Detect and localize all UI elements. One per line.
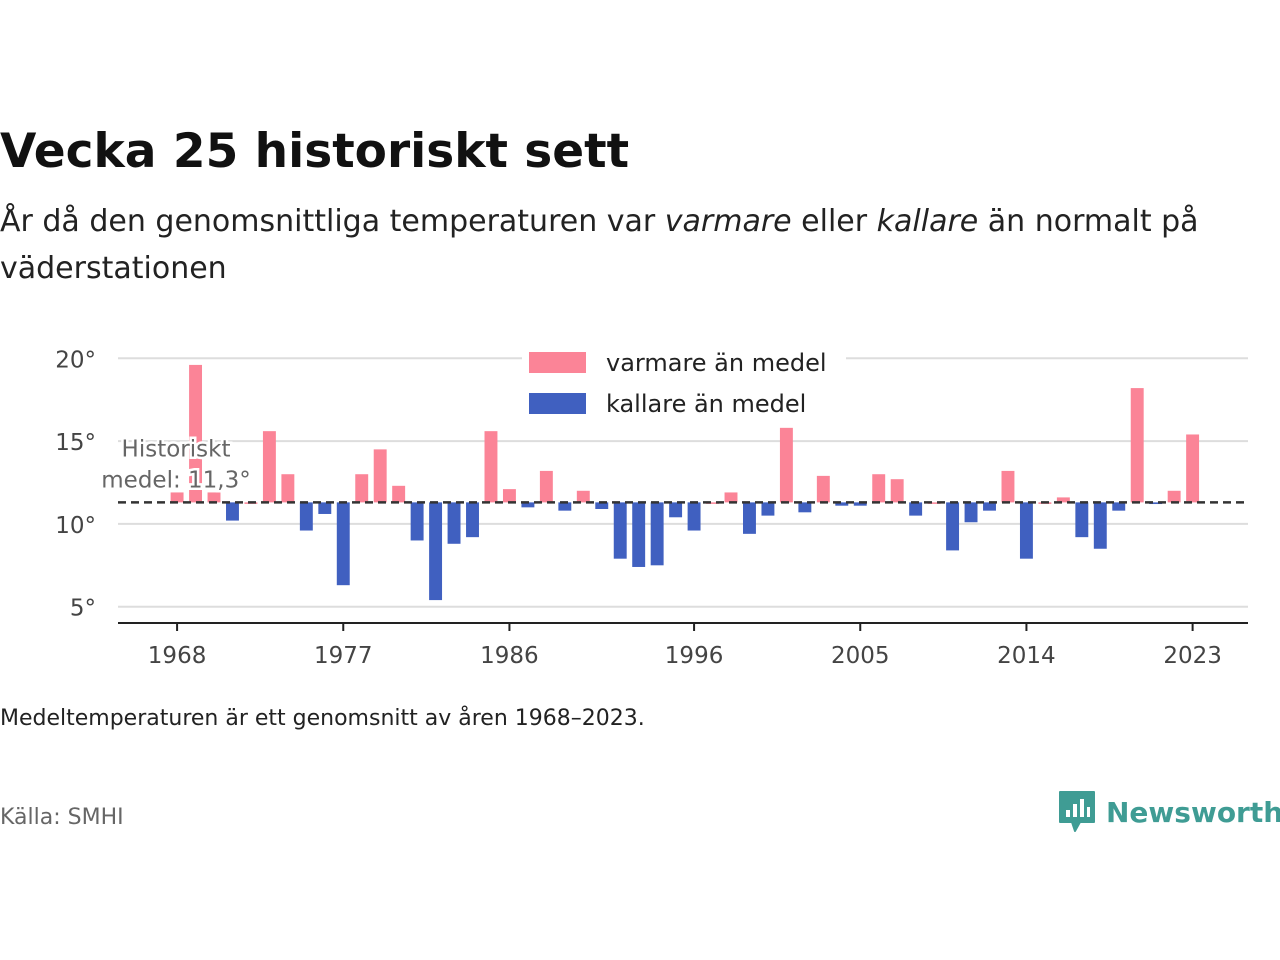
x-tick-label: 1968 bbox=[148, 643, 207, 669]
newsworthy-logo-icon bbox=[1059, 791, 1095, 832]
bar-colder bbox=[521, 502, 535, 508]
bar-colder bbox=[687, 502, 701, 531]
bar-warmer bbox=[539, 470, 553, 503]
bar-warmer bbox=[207, 492, 221, 503]
subtitle-emphasis-warmer: varmare bbox=[664, 204, 792, 239]
legend-label-colder: kallare än medel bbox=[606, 390, 806, 418]
mean-label-line2: medel: 11,3° bbox=[101, 467, 250, 493]
y-tick-label: 5° bbox=[70, 596, 96, 622]
bar-colder bbox=[669, 502, 683, 518]
y-tick-label: 10° bbox=[55, 513, 96, 539]
bar-warmer bbox=[170, 492, 184, 503]
subtitle-part1: År då den genomsnittliga temperaturen va… bbox=[0, 204, 665, 239]
brand-name: Newsworthy bbox=[1106, 795, 1280, 829]
bar-warmer bbox=[1186, 434, 1200, 503]
legend-swatch-warmer bbox=[529, 352, 586, 373]
bar-colder bbox=[429, 502, 443, 601]
bar-warmer bbox=[816, 475, 830, 503]
bar-warmer bbox=[502, 489, 516, 503]
bar-colder bbox=[761, 502, 775, 516]
x-tick-label: 1986 bbox=[480, 643, 539, 669]
bar-warmer bbox=[779, 427, 793, 503]
x-tick-label: 1996 bbox=[665, 643, 724, 669]
bar-warmer bbox=[576, 490, 590, 503]
bar-colder bbox=[226, 502, 239, 521]
bar-colder bbox=[447, 502, 461, 544]
bar-warmer bbox=[1130, 388, 1144, 503]
x-tick-label: 2023 bbox=[1163, 643, 1222, 669]
legend-label-warmer: varmare än medel bbox=[606, 349, 827, 377]
mean-reference: Historiskt medel: 11,3° bbox=[99, 434, 1248, 504]
bar-colder bbox=[909, 502, 923, 516]
bar-colder bbox=[466, 502, 479, 538]
bar-colder bbox=[964, 502, 978, 523]
temperature-bar-chart: 5° 10° 15° 20° 1968 1977 1986 1996 2005 2014 2023… bbox=[55, 346, 1248, 669]
bar-warmer bbox=[1001, 470, 1015, 503]
subtitle-part2: eller bbox=[791, 204, 877, 239]
bar-warmer bbox=[724, 492, 738, 503]
bar-colder bbox=[798, 502, 812, 513]
x-tick-label: 1977 bbox=[314, 643, 373, 669]
bar-warmer bbox=[281, 474, 295, 503]
brand-logo[interactable]: Newsworthy bbox=[1058, 790, 1280, 834]
bar-colder bbox=[835, 502, 849, 506]
page-title: Vecka 25 historiskt sett bbox=[0, 124, 630, 179]
bar-colder bbox=[318, 502, 332, 514]
bar-warmer bbox=[355, 474, 369, 503]
legend-swatch-colder bbox=[529, 393, 586, 414]
bar-colder bbox=[1019, 502, 1033, 559]
y-tick-label: 15° bbox=[55, 430, 96, 456]
bar-colder bbox=[613, 502, 627, 559]
bar-colder bbox=[946, 502, 960, 551]
bar-warmer bbox=[484, 431, 498, 503]
bar-colder bbox=[558, 502, 572, 511]
bar-warmer bbox=[872, 474, 886, 503]
bar-warmer bbox=[706, 502, 720, 504]
subtitle-part3: än normalt på väderstationen bbox=[0, 204, 1199, 286]
bar-colder bbox=[1093, 502, 1107, 549]
subtitle-emphasis-colder: kallare bbox=[876, 204, 979, 239]
bar-warmer bbox=[890, 479, 904, 503]
bar-warmer bbox=[262, 431, 276, 503]
bar-colder bbox=[743, 502, 756, 534]
x-tick-label: 2014 bbox=[997, 643, 1056, 669]
bars bbox=[170, 364, 1200, 601]
legend: varmare än medel kallare än medel bbox=[522, 346, 846, 426]
bar-colder bbox=[1112, 502, 1126, 511]
bar-colder bbox=[336, 502, 350, 586]
x-tick-label: 2005 bbox=[831, 643, 890, 669]
y-axis-ticks: 5° 10° 15° 20° bbox=[55, 347, 96, 621]
footnote: Medeltemperaturen är ett genomsnitt av å… bbox=[0, 706, 645, 731]
bar-colder bbox=[299, 502, 313, 531]
bar-colder bbox=[853, 502, 867, 506]
mean-label-line1: Historiskt bbox=[122, 436, 231, 462]
source-credit: Källa: SMHI bbox=[0, 805, 124, 830]
bar-warmer bbox=[392, 485, 406, 503]
bar-colder bbox=[1075, 502, 1089, 538]
bar-colder bbox=[983, 502, 996, 511]
bar-warmer bbox=[373, 449, 387, 503]
bar-colder bbox=[410, 502, 424, 541]
bar-colder bbox=[595, 502, 609, 509]
bar-warmer bbox=[927, 502, 941, 504]
bar-warmer bbox=[1167, 490, 1181, 503]
bar-colder bbox=[632, 502, 646, 567]
y-tick-label: 20° bbox=[55, 347, 96, 373]
x-axis: 1968 1977 1986 1996 2005 2014 2023 bbox=[118, 622, 1248, 669]
bar-colder bbox=[650, 502, 664, 566]
subtitle: År då den genomsnittliga temperaturen va… bbox=[0, 198, 1270, 292]
bar-warmer bbox=[189, 364, 203, 503]
bar-warmer bbox=[1056, 497, 1070, 503]
bar-colder bbox=[1149, 502, 1163, 505]
